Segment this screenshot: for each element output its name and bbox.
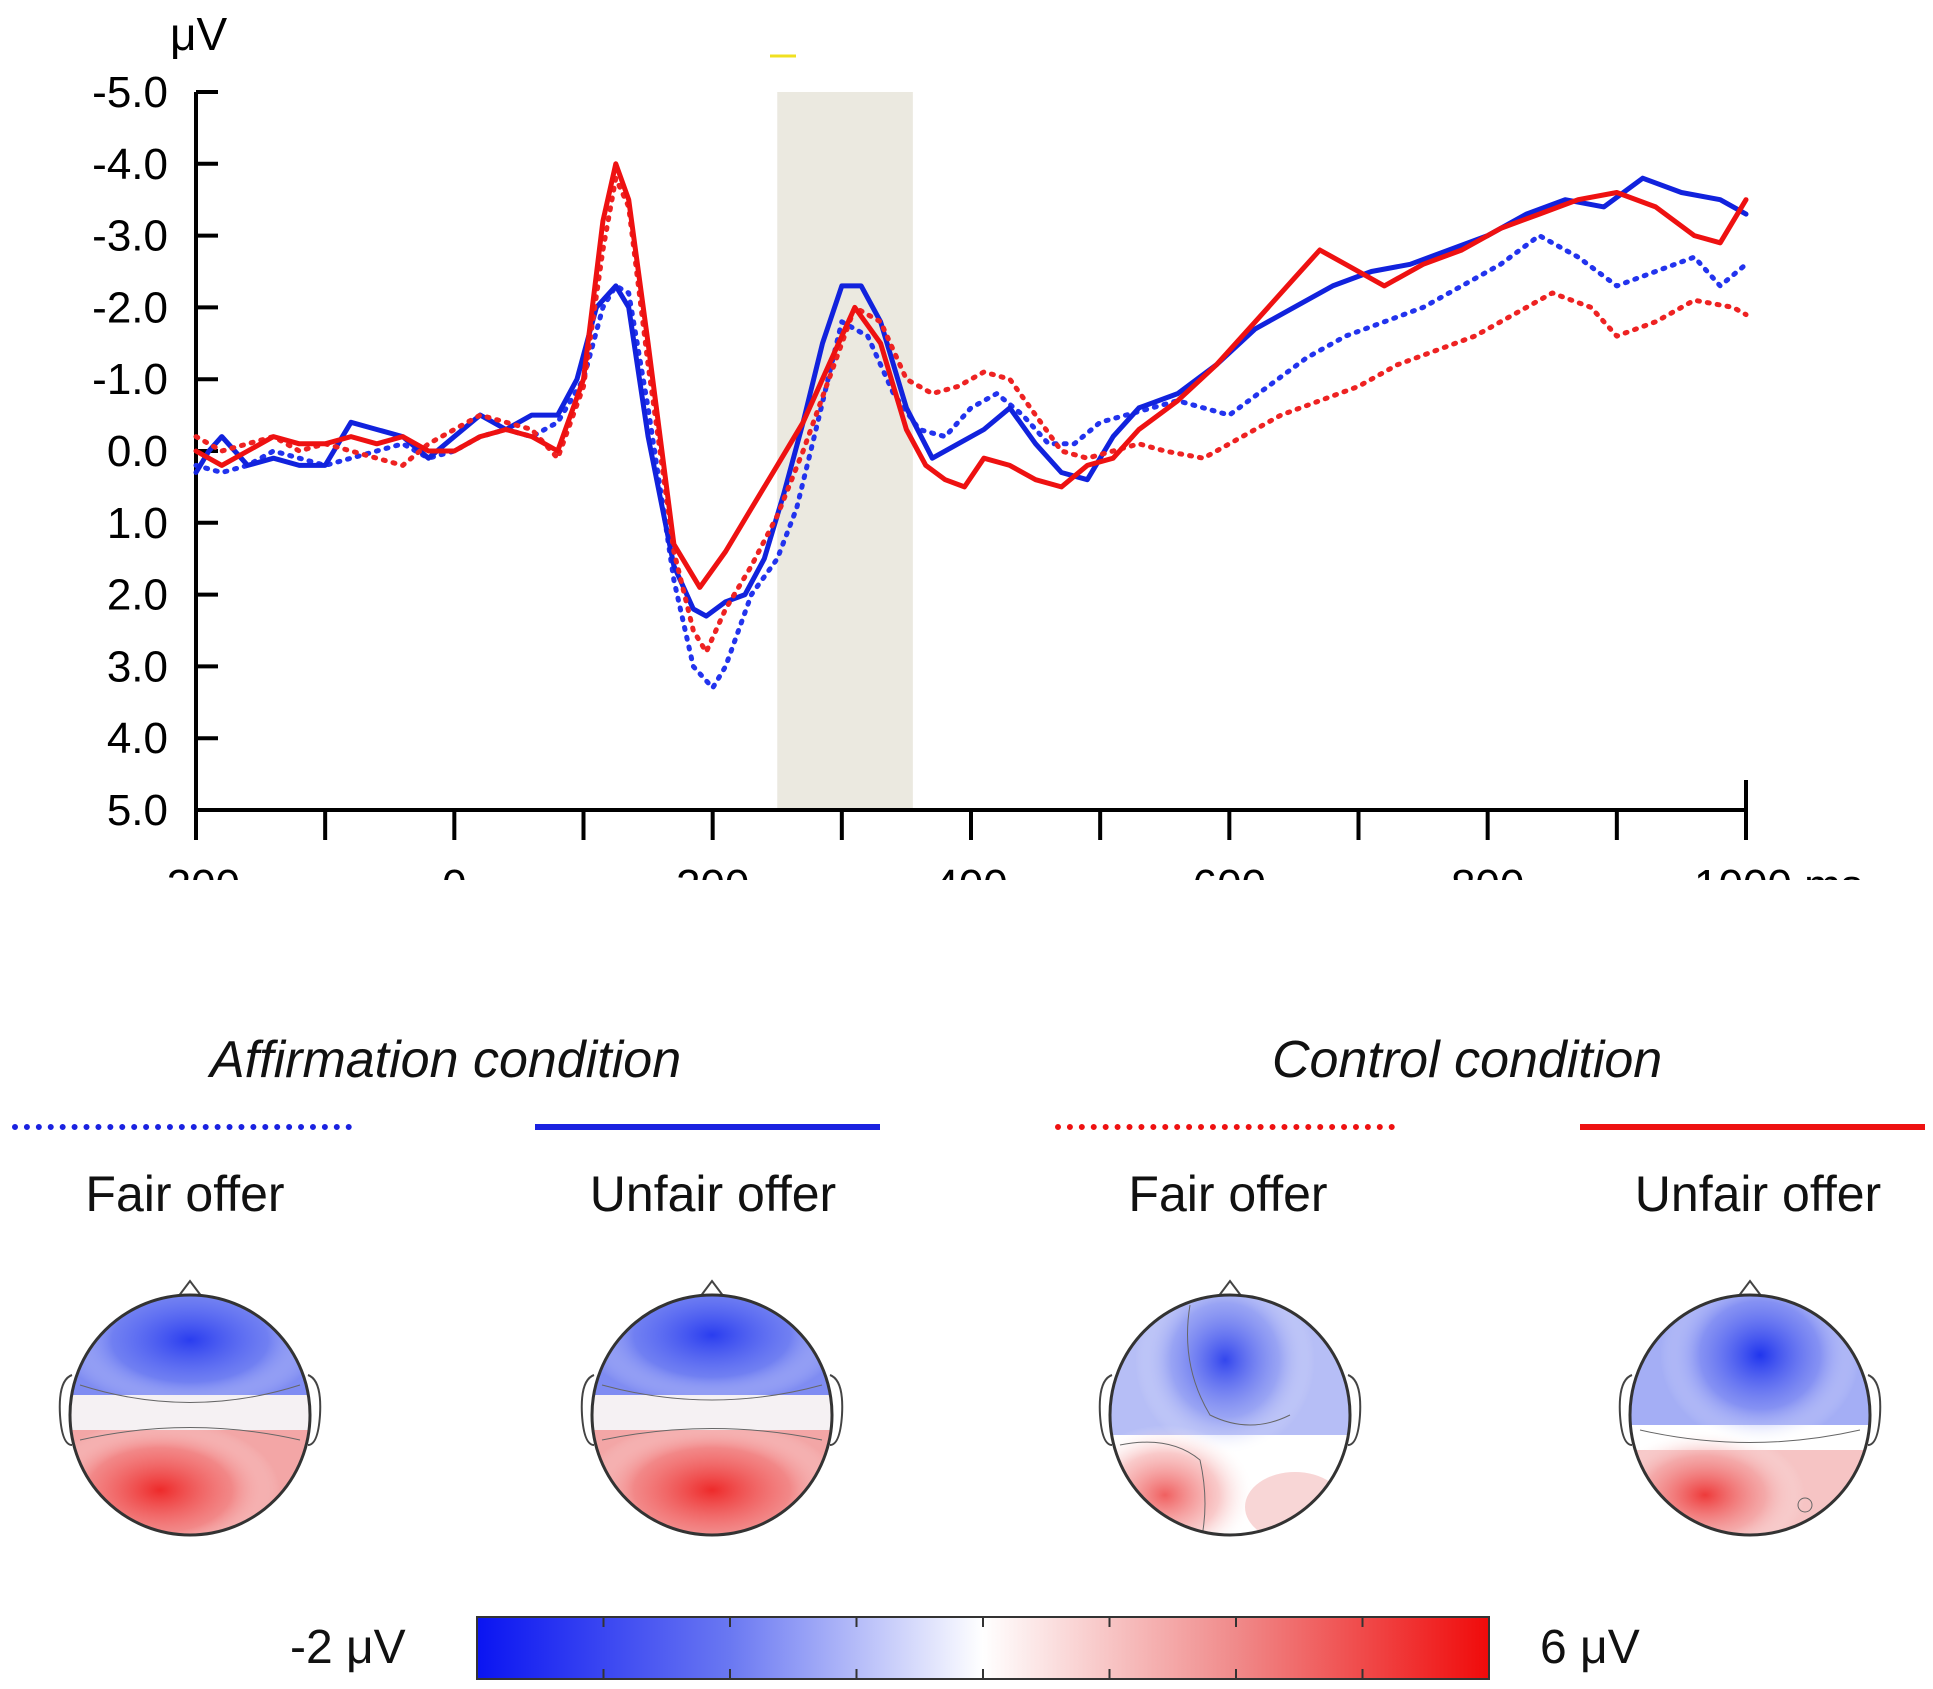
y-tick-label: -2.0 xyxy=(92,283,168,332)
topomap-affirmation-fair xyxy=(58,1279,322,1537)
y-tick-label: 1.0 xyxy=(107,499,168,548)
x-tick-label: 600 xyxy=(1193,861,1266,880)
analysis-window xyxy=(777,92,913,810)
series-line-3 xyxy=(193,161,1749,590)
colorbar-min-label: -2 μV xyxy=(290,1621,406,1674)
x-tick-label: 0 xyxy=(442,861,466,880)
legend-affirmation-unfair xyxy=(535,1124,880,1130)
x-tick-label: 400 xyxy=(934,861,1007,880)
y-tick-label: -4.0 xyxy=(92,140,168,189)
y-tick-label: 4.0 xyxy=(107,714,168,763)
y-tick-label: 0.0 xyxy=(107,427,168,476)
x-tick-label: 800 xyxy=(1451,861,1524,880)
legend-affirmation-fair xyxy=(12,1124,352,1130)
y-axis-label: μV xyxy=(170,8,228,60)
series-layer xyxy=(193,161,1749,691)
x-axis: -200 0 200 400 600 800 1000 ms xyxy=(152,780,1863,880)
y-tick-label: 3.0 xyxy=(107,642,168,691)
series-line-2 xyxy=(193,175,1749,655)
y-tick-label: -1.0 xyxy=(92,355,168,404)
offer-label-aff-fair: Fair offer xyxy=(85,1166,285,1222)
affirmation-title: Affirmation condition xyxy=(210,1031,682,1089)
legend-control-fair xyxy=(1055,1124,1395,1130)
series-line-0 xyxy=(193,233,1749,691)
colorbar xyxy=(476,1616,1490,1680)
erp-chart: -5.0 -4.0 -3.0 -2.0 -1.0 0.0 1.0 2.0 3.0 4.0 5.0 -… xyxy=(92,8,1863,880)
offer-label-ctl-fair: Fair offer xyxy=(1128,1166,1328,1222)
colorbar-max-label: 6 μV xyxy=(1540,1621,1640,1674)
series-line-1 xyxy=(193,175,1749,619)
legend-control-unfair xyxy=(1580,1124,1925,1130)
y-tick-label: 2.0 xyxy=(107,571,168,620)
offer-label-ctl-unfair: Unfair offer xyxy=(1634,1166,1882,1222)
y-tick-label: -5.0 xyxy=(92,68,168,117)
y-axis: -5.0 -4.0 -3.0 -2.0 -1.0 0.0 1.0 2.0 3.0 4.0 5.0 xyxy=(92,68,218,835)
x-tick-label: 1000 ms xyxy=(1694,861,1863,880)
y-tick-label: 5.0 xyxy=(107,786,168,835)
control-title: Control condition xyxy=(1272,1031,1663,1089)
topomap-control-fair xyxy=(1098,1279,1362,1537)
offer-label-aff-unfair: Unfair offer xyxy=(589,1166,837,1222)
topomap-control-unfair xyxy=(1618,1279,1882,1537)
topomap-affirmation-unfair xyxy=(580,1279,844,1537)
x-tick-label: -200 xyxy=(152,861,240,880)
y-tick-label: -3.0 xyxy=(92,212,168,261)
x-tick-label: 200 xyxy=(676,861,749,880)
